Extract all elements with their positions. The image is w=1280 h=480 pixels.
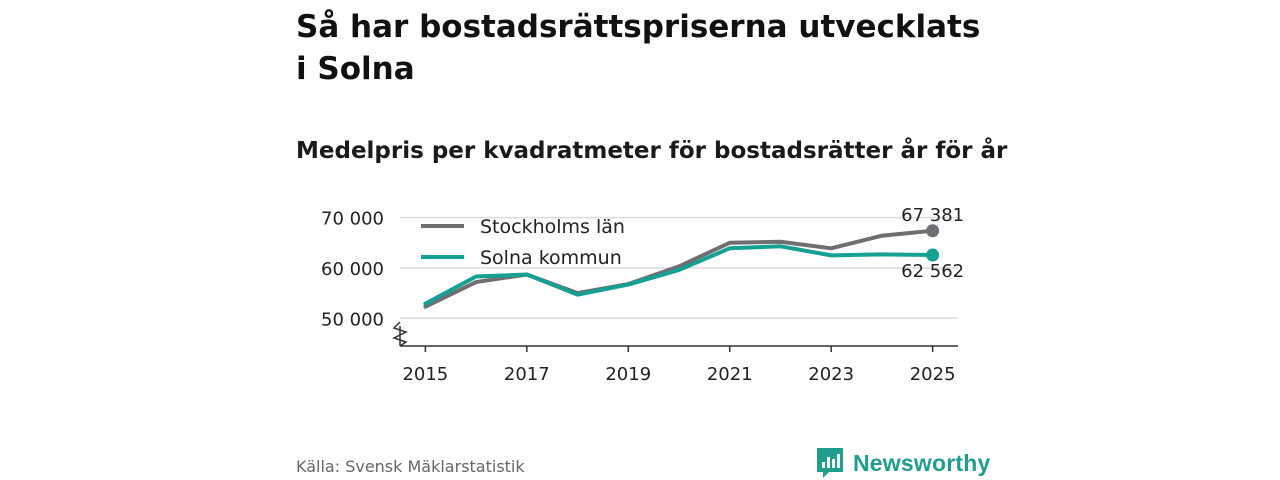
- chart-subtitle: Medelpris per kvadratmeter för bostadsrä…: [296, 138, 1008, 164]
- axis-break-marker: [392, 321, 408, 347]
- chart-title: Så har bostadsrättspriserna utvecklats i…: [296, 9, 981, 87]
- series-end-point: [926, 224, 940, 238]
- series-line-solna-kommun: [423, 244, 935, 306]
- newsworthy-logo-icon: [817, 448, 843, 478]
- series-end-point: [926, 248, 940, 262]
- x-tick-label: 2019: [605, 364, 651, 385]
- x-tick-label: 2017: [504, 364, 550, 385]
- x-tick-label: 2023: [808, 364, 854, 385]
- y-tick-label: 60 000: [321, 259, 384, 280]
- series-end-label: 62 562: [901, 261, 964, 282]
- series-end-label: 67 381: [901, 205, 964, 226]
- legend-label: Stockholms län: [480, 216, 625, 238]
- brand-name: Newsworthy: [853, 449, 991, 476]
- line-chart: 50 000 60 000 70 000 2015 2017 2019 2021 2023 20…: [321, 205, 964, 385]
- source-note: Källa: Svensk Mäklarstatistik: [296, 457, 525, 476]
- y-tick-label: 70 000: [321, 209, 384, 230]
- x-tick-label: 2021: [707, 364, 753, 385]
- x-tick-label: 2015: [402, 364, 448, 385]
- legend-label: Solna kommun: [480, 247, 622, 269]
- brand-logo[interactable]: Newsworthy: [815, 446, 990, 480]
- x-tick-label: 2025: [910, 364, 956, 385]
- y-tick-label: 50 000: [321, 309, 384, 330]
